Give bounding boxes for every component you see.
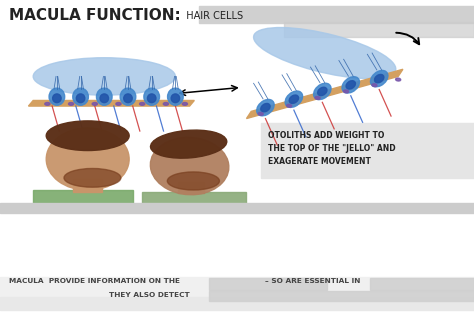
Ellipse shape bbox=[167, 172, 219, 190]
Polygon shape bbox=[246, 69, 403, 119]
Text: MACULA FUNCTION:: MACULA FUNCTION: bbox=[9, 8, 181, 23]
Ellipse shape bbox=[372, 84, 377, 87]
Ellipse shape bbox=[315, 96, 320, 100]
Ellipse shape bbox=[33, 58, 175, 95]
Ellipse shape bbox=[318, 87, 327, 95]
Ellipse shape bbox=[254, 27, 396, 79]
Ellipse shape bbox=[374, 75, 384, 83]
Text: MACULA  PROVIDE INFORMATION ON THE: MACULA PROVIDE INFORMATION ON THE bbox=[9, 278, 181, 284]
Ellipse shape bbox=[344, 90, 348, 93]
Bar bbox=[370, 278, 474, 290]
Ellipse shape bbox=[97, 88, 112, 105]
Ellipse shape bbox=[76, 94, 85, 103]
Ellipse shape bbox=[120, 88, 136, 105]
Bar bbox=[0, 297, 474, 310]
Ellipse shape bbox=[257, 100, 274, 116]
Bar bbox=[199, 6, 474, 23]
Polygon shape bbox=[142, 192, 246, 206]
Bar bbox=[73, 179, 102, 192]
Ellipse shape bbox=[258, 112, 263, 115]
Ellipse shape bbox=[64, 168, 121, 187]
Ellipse shape bbox=[139, 102, 145, 105]
Text: HAIR CELLS: HAIR CELLS bbox=[180, 11, 243, 21]
Ellipse shape bbox=[124, 94, 132, 103]
Bar bbox=[209, 278, 327, 290]
Ellipse shape bbox=[261, 104, 270, 112]
Bar bbox=[0, 277, 474, 296]
Ellipse shape bbox=[285, 91, 302, 107]
Ellipse shape bbox=[287, 104, 292, 107]
Ellipse shape bbox=[171, 94, 180, 103]
Ellipse shape bbox=[46, 121, 129, 151]
Bar bbox=[0, 203, 474, 213]
Ellipse shape bbox=[116, 102, 121, 105]
Ellipse shape bbox=[46, 128, 129, 190]
Text: THEY ALSO DETECT: THEY ALSO DETECT bbox=[109, 292, 190, 298]
Ellipse shape bbox=[346, 81, 356, 89]
Text: – SO ARE ESSENTIAL IN: – SO ARE ESSENTIAL IN bbox=[265, 278, 361, 284]
Ellipse shape bbox=[314, 83, 331, 100]
Bar bbox=[261, 123, 474, 178]
Ellipse shape bbox=[49, 88, 64, 105]
Bar bbox=[284, 22, 474, 37]
Text: OTOLITHS ADD WEIGHT TO
THE TOP OF THE "JELLO" AND
EXAGERATE MOVEMENT: OTOLITHS ADD WEIGHT TO THE TOP OF THE "J… bbox=[268, 131, 395, 166]
Ellipse shape bbox=[53, 94, 61, 103]
Polygon shape bbox=[33, 190, 133, 203]
Ellipse shape bbox=[151, 130, 227, 158]
Ellipse shape bbox=[396, 78, 401, 81]
Bar bbox=[178, 182, 204, 193]
Ellipse shape bbox=[163, 102, 168, 105]
Ellipse shape bbox=[289, 95, 299, 103]
Ellipse shape bbox=[45, 102, 50, 105]
Ellipse shape bbox=[150, 137, 229, 195]
Ellipse shape bbox=[342, 77, 359, 93]
Ellipse shape bbox=[92, 102, 98, 105]
Ellipse shape bbox=[168, 88, 183, 105]
Bar bbox=[209, 291, 474, 301]
Polygon shape bbox=[28, 100, 194, 106]
Ellipse shape bbox=[100, 94, 109, 103]
Text: DIRECTION AND EXTENT OF MOVEMENT: DIRECTION AND EXTENT OF MOVEMENT bbox=[9, 203, 196, 212]
Ellipse shape bbox=[68, 102, 73, 105]
Ellipse shape bbox=[371, 71, 388, 87]
Ellipse shape bbox=[73, 88, 88, 105]
Ellipse shape bbox=[147, 94, 156, 103]
Ellipse shape bbox=[182, 102, 188, 105]
Ellipse shape bbox=[144, 88, 159, 105]
